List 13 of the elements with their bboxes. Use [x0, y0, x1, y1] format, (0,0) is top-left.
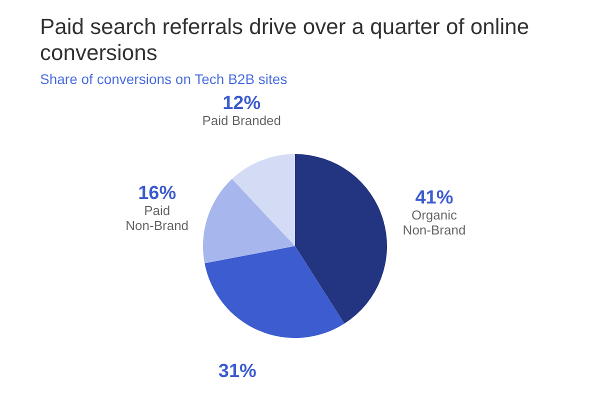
slice-label: Organic Non-Brand [402, 207, 466, 238]
pie-slice [295, 154, 387, 324]
chart-subtitle: Share of conversions on Tech B2B sites [40, 70, 288, 87]
pie-slice [203, 178, 295, 264]
chart-title: Paid search referrals drive over a quarter of online conversions [40, 14, 530, 67]
pie-slice [232, 154, 295, 246]
slice-label: Paid Non-Brand [126, 202, 189, 233]
data-label: 31% [218, 360, 257, 382]
data-label: 16% [138, 182, 176, 204]
data-label: 41% [415, 187, 454, 208]
slice-label: Paid Branded [202, 112, 282, 128]
data-label: 12% [222, 92, 261, 114]
pie-slice [204, 246, 344, 338]
